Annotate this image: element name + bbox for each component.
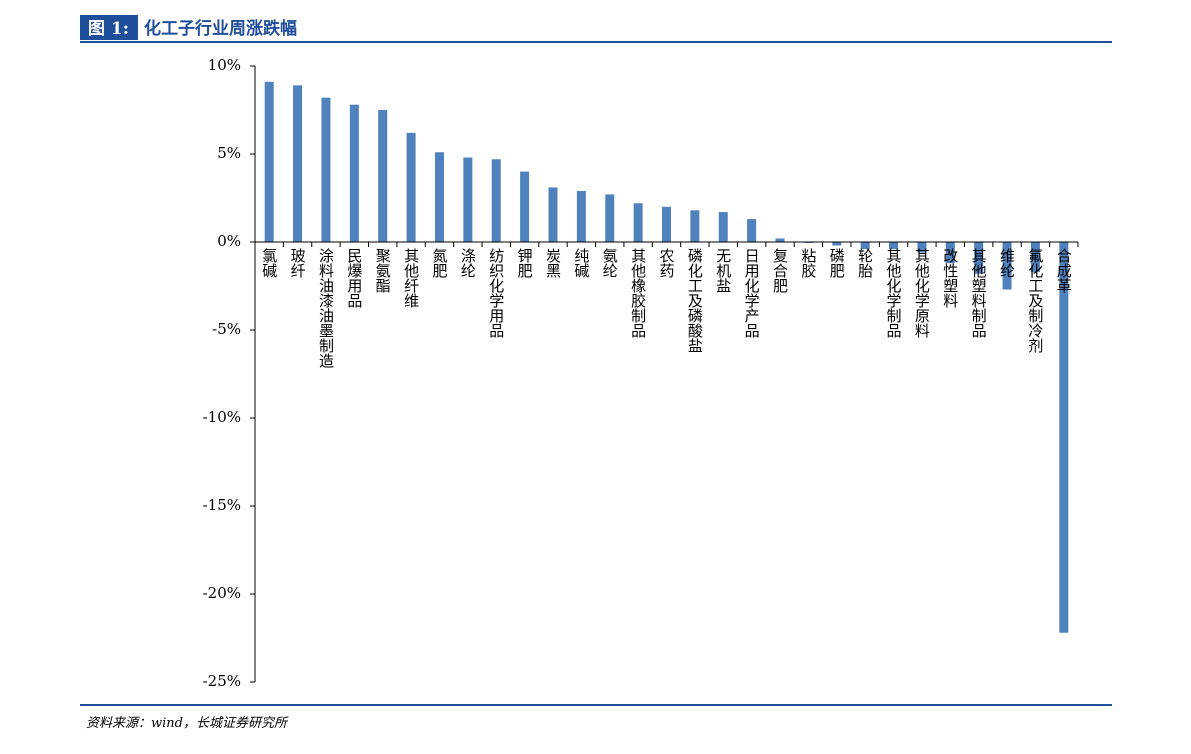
x-tick-label: 其他化学制品 <box>885 248 903 338</box>
y-tick-label: -25% <box>203 672 241 690</box>
x-tick-label: 轮胎 <box>856 248 874 279</box>
bar <box>434 152 444 242</box>
x-tick-label: 氮肥 <box>430 248 448 279</box>
bar <box>917 242 927 253</box>
figure-label: 图 1: <box>88 19 129 39</box>
x-tick-label: 纺织化学用品 <box>487 248 505 338</box>
y-tick-label: -5% <box>212 320 241 338</box>
x-tick-label: 氨纶 <box>601 248 619 278</box>
bar <box>633 203 643 242</box>
x-tick-label: 其他化学原料 <box>913 248 931 338</box>
bar <box>264 81 274 242</box>
x-tick-label: 复合肥 <box>771 247 789 294</box>
bar <box>889 242 899 250</box>
y-tick-label: -15% <box>203 496 241 514</box>
x-tick-label: 聚氨酯 <box>374 248 392 293</box>
x-tick-label: 磷肥 <box>828 248 846 279</box>
y-tick-label: -20% <box>203 584 241 602</box>
bar <box>463 157 473 242</box>
bar <box>293 85 303 242</box>
bar <box>832 242 842 246</box>
x-tick-label: 涤纶 <box>459 248 477 278</box>
x-tick-label: 无机盐 <box>714 248 732 293</box>
x-tick-label: 日用化学产品 <box>743 248 761 338</box>
x-tick-label: 改性塑料 <box>941 248 959 308</box>
bar <box>491 159 501 242</box>
bar <box>974 242 984 274</box>
bar <box>775 238 785 242</box>
x-tick-label: 民爆用品 <box>345 248 363 308</box>
x-tick-label: 其他塑料制品 <box>970 248 988 338</box>
bar <box>378 110 388 242</box>
source-note: 资料来源：wind，长城证券研究所 <box>86 715 289 731</box>
x-tick-label: 纯碱 <box>572 248 590 279</box>
x-tick-label: 其他纤维 <box>402 248 420 308</box>
bar <box>406 132 416 242</box>
y-tick-label: 0% <box>217 232 241 250</box>
x-tick-label: 其他橡胶制品 <box>629 248 647 338</box>
bar <box>1059 242 1069 633</box>
figure-label-box <box>80 15 138 40</box>
bar <box>860 242 870 250</box>
x-tick-label: 钾肥 <box>516 248 534 279</box>
x-tick-label: 粘胶 <box>799 248 817 279</box>
bar <box>662 206 671 242</box>
y-tick-label: 5% <box>217 144 241 162</box>
bar <box>605 194 615 242</box>
x-tick-label: 合成革 <box>1055 248 1073 293</box>
x-tick-label: 氟化工及制冷剂 <box>1026 248 1044 354</box>
chart-title: 化工子行业周涨跌幅 <box>144 18 297 39</box>
x-tick-label: 氯碱 <box>260 248 278 279</box>
bar <box>548 187 558 242</box>
x-tick-label: 维纶 <box>998 248 1016 278</box>
x-tick-label: 炭黑 <box>544 248 562 278</box>
bar <box>349 104 359 242</box>
bar <box>1030 242 1040 272</box>
bar <box>690 210 700 242</box>
x-tick-label: 磷化工及磷酸盐 <box>686 248 704 353</box>
y-tick-label: -10% <box>203 408 241 426</box>
bar <box>321 97 331 243</box>
x-tick-label: 玻纤 <box>289 248 307 278</box>
y-tick-label: 10% <box>208 56 241 74</box>
bar <box>718 212 728 242</box>
bar <box>576 190 586 242</box>
bar <box>1002 242 1012 290</box>
bar <box>747 219 757 242</box>
x-tick-label: 涂料油漆油墨制造 <box>317 248 335 369</box>
bar <box>945 242 955 264</box>
bar <box>520 171 530 242</box>
x-tick-label: 农药 <box>658 248 676 279</box>
